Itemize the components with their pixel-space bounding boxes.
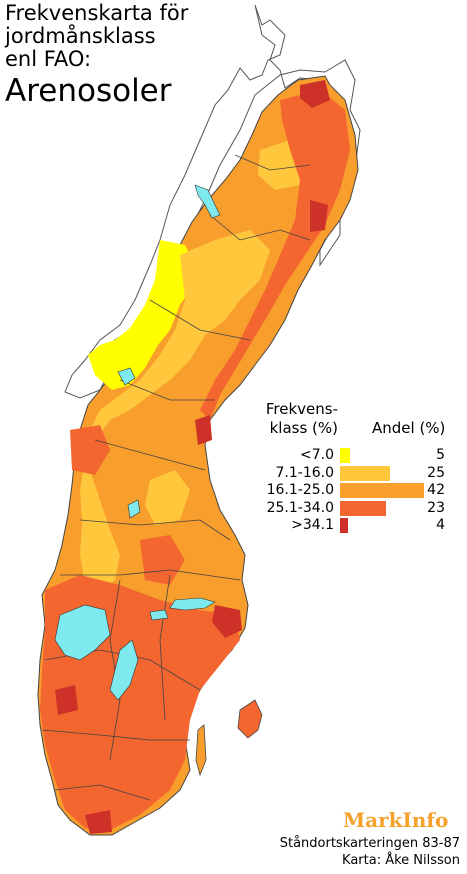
- credit-line-1: Ståndortskarteringen 83-87: [279, 836, 460, 851]
- legend-class-label: 25.1-34.0: [266, 499, 334, 516]
- lake-vattern: [109, 639, 139, 701]
- lake-hjalmaren: [149, 609, 169, 621]
- legend-row: 25.1-34.0 23: [250, 500, 465, 517]
- very-high-frequency-patch: [85, 810, 112, 834]
- legend-class-label: 16.1-25.0: [266, 482, 334, 498]
- lake-vanern: [54, 604, 111, 661]
- legend-share-bar: [340, 465, 390, 481]
- lakes: [54, 184, 221, 701]
- legend-share-bar: [340, 518, 348, 533]
- moderate-frequency-patch: [145, 470, 190, 525]
- high-frequency-region: [200, 90, 350, 420]
- legend-class-label: >34.1: [291, 517, 334, 533]
- legend-share-bar: [340, 448, 350, 463]
- lake-north: [194, 184, 221, 219]
- very-high-frequency-patch: [300, 80, 330, 108]
- lake-siljan: [127, 499, 141, 519]
- island-gotland: [237, 699, 263, 739]
- legend-class-label: 7.1-16.0: [275, 464, 335, 481]
- title-block: Frekvenskarta för jordmånsklass enl FAO:…: [5, 1, 189, 110]
- island-oland: [195, 724, 207, 777]
- legend-heading-class-1: Frekvens-: [265, 400, 338, 418]
- legend-row: >34.1 4: [250, 517, 465, 534]
- moderate-frequency-region: [80, 230, 270, 595]
- legend: Frekvens- klass (%) Andel (%) <7.0 5 7.1-1…: [250, 400, 465, 540]
- low-frequency-region: [88, 240, 195, 390]
- legend-share-bar: [340, 500, 386, 516]
- legend-share-value: 23: [427, 499, 445, 516]
- high-frequency-patch: [70, 425, 110, 475]
- lake-storsjon: [117, 367, 136, 386]
- lake-malaren: [169, 597, 216, 611]
- high-frequency-patch: [140, 535, 185, 585]
- title-line-2: jordmånsklass: [5, 24, 156, 48]
- brand-logo: MarkInfo: [343, 808, 449, 832]
- legend-row: 7.1-16.0 25: [250, 465, 465, 482]
- legend-share-value: 25: [427, 464, 445, 481]
- legend-share-bar: [340, 483, 424, 498]
- legend-class-label: <7.0: [300, 447, 334, 463]
- legend-share-value: 42: [427, 482, 445, 498]
- legend-share-value: 4: [436, 517, 445, 533]
- soil-type-title: Arenosoler: [5, 73, 172, 109]
- very-high-frequency-patch: [55, 685, 78, 715]
- very-high-frequency-patch: [195, 415, 212, 445]
- title-line-3: enl FAO:: [5, 47, 92, 71]
- credit-line-2: Karta: Åke Nilsson: [342, 853, 460, 868]
- title-line-1: Frekvenskarta för: [5, 1, 189, 25]
- legend-heading-class: Frekvens- klass (%): [258, 400, 338, 438]
- very-high-frequency-patch: [310, 200, 328, 232]
- legend-share-value: 5: [436, 447, 445, 463]
- legend-row: 16.1-25.0 42: [250, 482, 465, 499]
- legend-row: <7.0 5: [250, 447, 465, 464]
- legend-heading-class-2: klass (%): [269, 419, 338, 437]
- very-high-frequency-patch: [212, 605, 242, 638]
- legend-heading-share: Andel (%): [372, 419, 446, 437]
